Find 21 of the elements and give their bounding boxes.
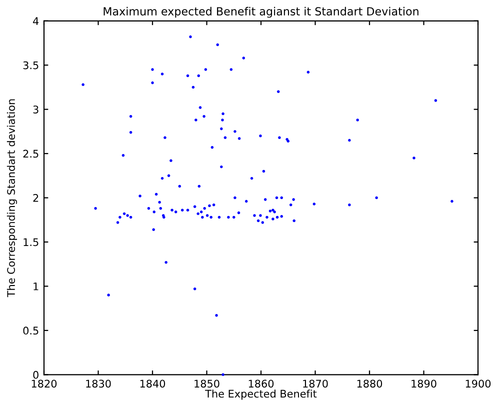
x-tick-label: 1860 xyxy=(248,380,274,388)
y-tick-label: 2.5 xyxy=(23,150,38,158)
x-tick-label: 1880 xyxy=(357,380,382,388)
x-tick-label: 1830 xyxy=(86,380,111,388)
chart-title: Maximum expected Benefit agianst it Standart Deviation xyxy=(104,6,418,18)
y-axis-title: The Corresponding Standart deviation xyxy=(6,99,18,298)
y-tick-label: 4 xyxy=(33,17,39,25)
x-tick-label: 1870 xyxy=(303,380,328,388)
x-tick-label: 1840 xyxy=(140,380,166,388)
y-tick-label: 3 xyxy=(33,106,38,114)
y-tick-label: 3.5 xyxy=(23,61,38,70)
x-tick-label: 1820 xyxy=(32,380,57,388)
x-tick-label: 1890 xyxy=(412,380,436,388)
y-tick-label: 1.5 xyxy=(24,238,38,246)
x-axis-title: The Expected Benefit xyxy=(205,390,317,400)
y-tick-label: 1 xyxy=(34,282,38,290)
y-tick-label: 0 xyxy=(33,370,38,379)
x-tick-label: 1900 xyxy=(466,380,491,388)
y-tick-label: 2 xyxy=(33,194,38,202)
y-tick-label: 0.5 xyxy=(23,326,38,335)
x-tick-label: 1850 xyxy=(194,380,220,388)
